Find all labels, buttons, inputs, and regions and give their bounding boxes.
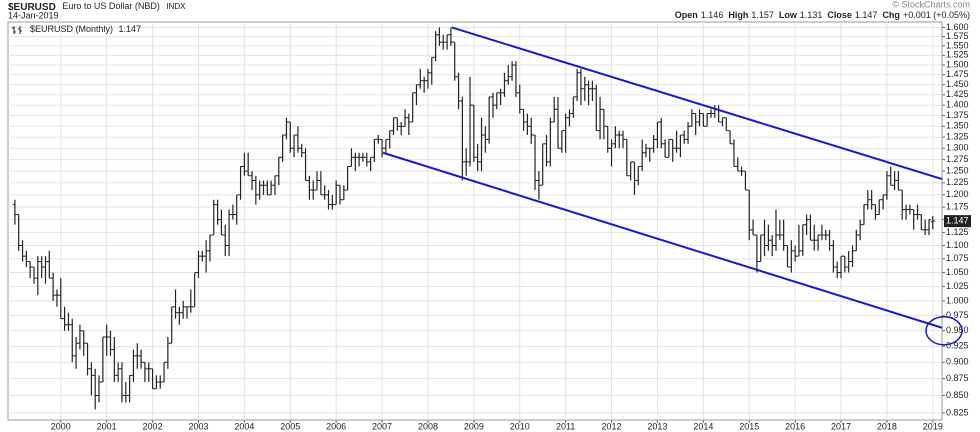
quote-value: 1.147 xyxy=(855,10,878,20)
legend-value: 1.147 xyxy=(119,24,142,34)
y-tick-label: 0.875 xyxy=(946,373,969,383)
y-tick-label: 1.075 xyxy=(946,253,969,263)
y-tick-label: 1.250 xyxy=(946,165,969,175)
x-tick-label: 2012 xyxy=(602,421,622,431)
y-tick-label: 1.550 xyxy=(946,40,969,50)
subtitle: Euro to US Dollar (NBD) xyxy=(62,1,160,11)
x-tick-label: 2007 xyxy=(372,421,392,431)
y-tick-label: 0.925 xyxy=(946,341,969,351)
y-tick-label: 1.525 xyxy=(946,50,969,60)
x-tick-label: 2009 xyxy=(464,421,484,431)
y-tick-label: 1.600 xyxy=(946,22,969,32)
y-tick-label: 1.225 xyxy=(946,177,969,187)
quote-label: Low xyxy=(779,10,798,20)
y-tick-label: 0.850 xyxy=(946,390,969,400)
y-tick-label: 1.475 xyxy=(946,69,969,79)
source: © StockCharts.com xyxy=(892,0,970,9)
y-tick-label: 1.300 xyxy=(946,143,969,153)
x-tick-label: 2008 xyxy=(418,421,438,431)
x-tick-label: 2011 xyxy=(556,421,575,431)
y-tick-label: 1.450 xyxy=(946,79,969,89)
y-tick-label: 0.975 xyxy=(946,310,969,320)
plot-frame xyxy=(7,21,943,421)
y-tick-label: 1.425 xyxy=(946,89,969,99)
quote-value: 1.131 xyxy=(800,10,823,20)
x-tick-label: 2002 xyxy=(143,421,163,431)
x-tick-label: 2018 xyxy=(877,421,897,431)
x-tick-label: 2010 xyxy=(510,421,530,431)
x-tick-label: 2015 xyxy=(739,421,759,431)
y-tick-label: 0.825 xyxy=(946,407,969,417)
trendline xyxy=(382,151,943,329)
quote: Open 1.146 High 1.157 Low 1.131 Close 1.147 Chg +… xyxy=(675,10,970,20)
y-tick-label: 1.175 xyxy=(946,201,969,211)
y-tick-label: 1.575 xyxy=(946,31,969,41)
y-tick-label: 1.200 xyxy=(946,189,969,199)
annotation-circle xyxy=(925,316,963,346)
y-tick-label: 0.900 xyxy=(946,357,969,367)
y-tick-label: 1.275 xyxy=(946,154,969,164)
y-tick-label: 1.050 xyxy=(946,267,969,277)
x-tick-label: 2001 xyxy=(97,421,117,431)
quote-label: Close xyxy=(827,10,852,20)
x-tick-label: 2014 xyxy=(693,421,713,431)
quote-value: 1.157 xyxy=(751,10,774,20)
legend-label: $EURUSD (Monthly) xyxy=(30,24,113,34)
quote-label: Open xyxy=(675,10,698,20)
y-tick-label: 0.950 xyxy=(946,325,969,335)
quote-label: Chg xyxy=(882,10,900,20)
y-tick-label: 1.125 xyxy=(946,227,969,237)
y-tick-label: 1.500 xyxy=(946,59,969,69)
header: $EURUSD Euro to US Dollar (NBD) INDX xyxy=(8,1,186,12)
last-price-box xyxy=(944,215,971,228)
x-tick-label: 2013 xyxy=(647,421,667,431)
y-tick-label: 1.000 xyxy=(946,295,969,305)
legend: $EURUSD (Monthly) 1.147 xyxy=(30,24,141,34)
y-tick-label: 1.375 xyxy=(946,110,969,120)
legend-icon xyxy=(12,26,22,34)
quote-label: High xyxy=(728,10,748,20)
y-tick-label: 1.400 xyxy=(946,100,969,110)
last-price-label: 1.147 xyxy=(946,216,969,226)
trendline xyxy=(451,26,943,181)
quote-value: +0.001 (+0.05%) xyxy=(903,10,970,20)
quote-value: 1.146 xyxy=(701,10,724,20)
date: 14-Jan-2019 xyxy=(8,10,59,20)
x-tick-label: 2004 xyxy=(234,421,254,431)
x-tick-label: 2019 xyxy=(923,421,943,431)
x-tick-label: 2017 xyxy=(831,421,851,431)
x-tick-label: 2000 xyxy=(51,421,71,431)
exchange: INDX xyxy=(166,2,186,11)
x-tick-label: 2006 xyxy=(326,421,346,431)
symbol: $EURUSD xyxy=(8,2,56,13)
y-tick-label: 1.100 xyxy=(946,240,969,250)
y-tick-label: 1.350 xyxy=(946,121,969,131)
y-tick-label: 1.325 xyxy=(946,132,969,142)
y-tick-label: 1.025 xyxy=(946,281,969,291)
x-tick-label: 2005 xyxy=(280,421,300,431)
x-tick-label: 2016 xyxy=(785,421,805,431)
x-tick-label: 2003 xyxy=(188,421,208,431)
